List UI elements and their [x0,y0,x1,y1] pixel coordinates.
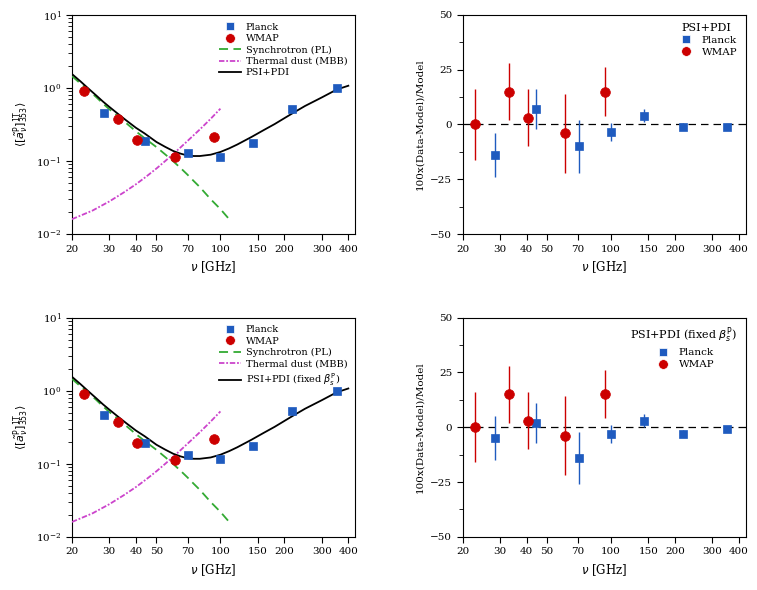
Y-axis label: $\langle[\tilde{a}^{\rm P}_{\nu}]^{\rm 1T}_{353}\rangle$: $\langle[\tilde{a}^{\rm P}_{\nu}]^{\rm 1… [11,404,30,450]
Legend: Planck, WMAP: Planck, WMAP [627,323,740,372]
Legend: Planck, WMAP: Planck, WMAP [672,20,740,60]
X-axis label: $\nu$ [GHz]: $\nu$ [GHz] [190,259,237,275]
Y-axis label: 100x(Data-Model)/Model: 100x(Data-Model)/Model [416,361,425,493]
X-axis label: $\nu$ [GHz]: $\nu$ [GHz] [581,562,628,578]
Y-axis label: 100x(Data-Model)/Model: 100x(Data-Model)/Model [416,58,425,191]
Legend: Planck, WMAP, Synchrotron (PL), Thermal dust (MBB), PSI+PDI: Planck, WMAP, Synchrotron (PL), Thermal … [217,19,350,80]
Y-axis label: $\langle[\tilde{a}^{\rm P}_{\nu}]^{\rm 1T}_{353}\rangle$: $\langle[\tilde{a}^{\rm P}_{\nu}]^{\rm 1… [11,101,30,148]
Legend: Planck, WMAP, Synchrotron (PL), Thermal dust (MBB), PSI+PDI (fixed $\beta_s^{\rm: Planck, WMAP, Synchrotron (PL), Thermal … [217,322,350,391]
X-axis label: $\nu$ [GHz]: $\nu$ [GHz] [581,259,628,275]
X-axis label: $\nu$ [GHz]: $\nu$ [GHz] [190,562,237,578]
